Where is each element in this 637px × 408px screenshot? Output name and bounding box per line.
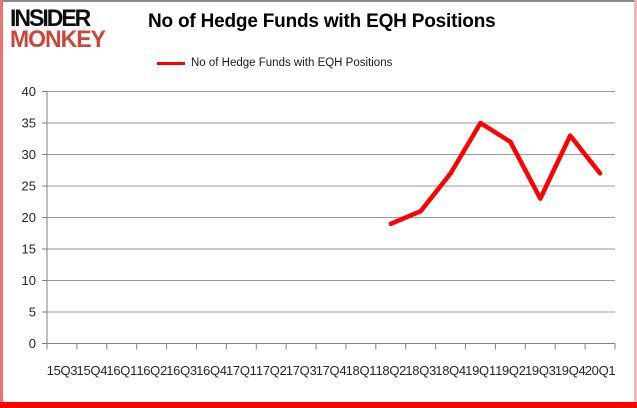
y-axis-label: 15: [22, 242, 36, 257]
x-axis-label: 17Q1: [226, 363, 257, 378]
x-axis-label: 17Q2: [256, 363, 287, 378]
y-axis-label: 0: [29, 336, 36, 351]
logo-insider-text: INSIDER: [10, 3, 91, 32]
y-axis-label: 10: [22, 273, 36, 288]
x-axis-label: 19Q4: [555, 363, 586, 378]
logo-monkey-text: MONKEY: [10, 25, 106, 53]
x-axis-label: 18Q3: [405, 363, 436, 378]
y-axis-label: 30: [22, 147, 36, 162]
y-axis-label: 5: [29, 305, 36, 320]
y-axis-label: 35: [22, 116, 36, 131]
y-axis-label: 20: [22, 210, 36, 225]
chart-title: No of Hedge Funds with EQH Positions: [148, 11, 496, 32]
x-axis-label: 16Q4: [196, 363, 227, 378]
x-axis-label: 19Q1: [465, 363, 496, 378]
x-axis-label: 18Q2: [375, 363, 406, 378]
y-axis-label: 40: [22, 84, 36, 99]
x-axis-label: 19Q2: [495, 363, 526, 378]
x-axis-label: 17Q3: [286, 363, 317, 378]
x-axis-label: 19Q3: [525, 363, 556, 378]
legend-line-swatch: [157, 61, 185, 65]
x-axis-label: 20Q1: [585, 363, 616, 378]
y-axis-label: 25: [22, 179, 36, 194]
insider-monkey-logo: INSIDER MONKEY: [10, 3, 128, 53]
x-axis-label: 18Q1: [346, 363, 377, 378]
data-line: [388, 120, 603, 227]
x-axis-label: 16Q2: [136, 363, 167, 378]
x-axis-label: 16Q3: [166, 363, 197, 378]
x-axis-label: 15Q4: [77, 363, 108, 378]
legend-label: No of Hedge Funds with EQH Positions: [191, 57, 393, 69]
x-axis-label: 18Q4: [435, 363, 466, 378]
x-axis-label: 17Q4: [316, 363, 347, 378]
x-axis-label: 16Q1: [106, 363, 137, 378]
chart-legend: No of Hedge Funds with EQH Positions: [157, 57, 392, 69]
x-axis-label: 15Q3: [47, 363, 78, 378]
